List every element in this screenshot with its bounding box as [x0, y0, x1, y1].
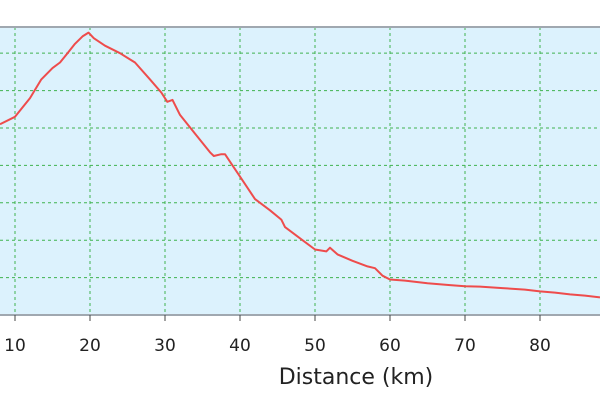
plot-background — [0, 27, 600, 315]
x-tick-label: 20 — [79, 336, 101, 356]
grid-lines — [0, 27, 600, 315]
x-axis: 10 20 30 40 50 60 70 80 — [4, 315, 551, 356]
elevation-line — [0, 31, 600, 299]
x-tick-label: 40 — [229, 336, 251, 356]
x-tick-label: 10 — [4, 336, 26, 356]
x-tick-label: 30 — [154, 336, 176, 356]
x-tick-label: 50 — [304, 336, 326, 356]
x-tick-label: 80 — [529, 336, 551, 356]
x-tick-label: 60 — [379, 336, 401, 356]
x-tick-label: 70 — [454, 336, 476, 356]
x-axis-title: Distance (km) — [279, 365, 434, 390]
plot-frame — [0, 26, 600, 316]
